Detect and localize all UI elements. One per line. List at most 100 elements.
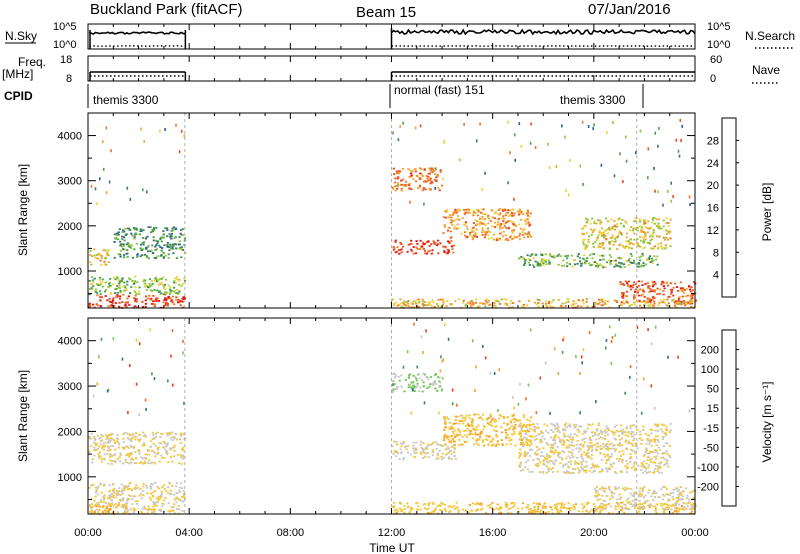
heatmap-cell [443,503,446,506]
heatmap-cell [643,246,646,249]
heatmap-cell [651,304,655,307]
heatmap-cell [162,301,165,304]
heatmap-cell [444,323,446,327]
heatmap-cell [690,510,694,513]
heatmap-cell [561,465,564,468]
heatmap-cell [479,433,482,436]
heatmap-cell [644,238,647,241]
heatmap-cell [601,244,604,247]
heatmap-cell [107,449,111,452]
heatmap-cell [116,491,120,493]
heatmap-cell [617,460,620,462]
heatmap-cell [171,301,174,304]
heatmap-cell [88,303,91,306]
heatmap-cell [606,454,609,456]
heatmap-cell [585,221,588,224]
heatmap-cell [183,244,186,246]
heatmap-cell [174,281,177,284]
heatmap-cell [653,222,656,225]
heatmap-cell [630,255,633,257]
heatmap-cell [593,464,597,467]
heatmap-cell [482,208,485,211]
heatmap-cell [477,209,480,212]
heatmap-cell [487,234,490,236]
heatmap-cell [627,487,630,490]
heatmap-cell [655,444,658,447]
heatmap-cell [644,235,647,237]
heatmap-cell [100,264,103,266]
heatmap-cell [645,467,648,470]
heatmap-cell [628,247,631,249]
heatmap-cell [164,278,168,281]
heatmap-cell [391,298,394,301]
heatmap-cell [154,503,157,506]
heatmap-cell [423,401,426,405]
heatmap-cell [514,225,518,228]
heatmap-cell [660,457,663,459]
heatmap-cell [432,441,435,444]
heatmap-cell [576,255,579,258]
heatmap-cell [123,239,126,242]
heatmap-cell [128,245,131,248]
heatmap-cell [455,501,458,504]
heatmap-cell [528,419,531,422]
heatmap-cell [582,459,585,462]
heatmap-cell [643,500,647,503]
heatmap-cell [614,259,617,262]
heatmap-cell [442,452,445,455]
heatmap-cell [653,471,656,474]
heatmap-cell [518,257,521,260]
heatmap-cell [594,488,597,491]
heatmap-cell [533,509,537,511]
heatmap-cell [653,166,655,170]
heatmap-cell [625,460,628,462]
heatmap-cell [451,223,454,226]
heatmap-cell [511,433,514,436]
heatmap-cell [480,211,483,214]
heatmap-cell [642,219,645,222]
heatmap-cell [128,229,132,231]
heatmap-cell [100,255,103,257]
heatmap-cell [600,227,604,230]
heatmap-cell [683,292,686,294]
heatmap-cell [508,236,512,239]
heatmap-cell [645,301,648,303]
heatmap-cell [525,433,528,436]
heatmap-cell [513,502,516,504]
heatmap-cell [528,234,531,236]
heatmap-cell [126,249,129,251]
heatmap-cell [663,507,666,510]
heatmap-cell [532,428,535,431]
heatmap-cell [639,433,642,436]
heatmap-cell [513,417,516,420]
heatmap-cell [472,303,475,306]
heatmap-cell [418,377,421,380]
heatmap-cell [410,188,413,190]
heatmap-cell [606,468,609,471]
heatmap-cell [179,482,183,485]
heatmap-cell [422,451,425,454]
heatmap-cell [650,457,653,460]
heatmap-cell [456,215,460,217]
heatmap-cell [640,265,643,268]
heatmap-cell [114,503,117,505]
heatmap-cell [591,463,594,466]
heatmap-cell [108,440,111,443]
heatmap-cell [151,450,154,452]
heatmap-cell [179,454,182,457]
heatmap-cell [649,458,652,461]
heatmap-cell [525,441,528,443]
heatmap-cell [402,184,406,187]
heatmap-cell [530,443,533,445]
heatmap-cell [414,180,418,183]
heatmap-cell [183,297,186,300]
heatmap-cell [153,509,156,512]
heatmap-cell [144,398,147,402]
heatmap-cell [629,492,632,495]
heatmap-cell [670,199,673,203]
heatmap-cell [501,208,504,211]
heatmap-cell [606,443,609,445]
heatmap-cell [619,281,622,283]
heatmap-cell [678,303,681,305]
heatmap-cell [535,503,539,506]
